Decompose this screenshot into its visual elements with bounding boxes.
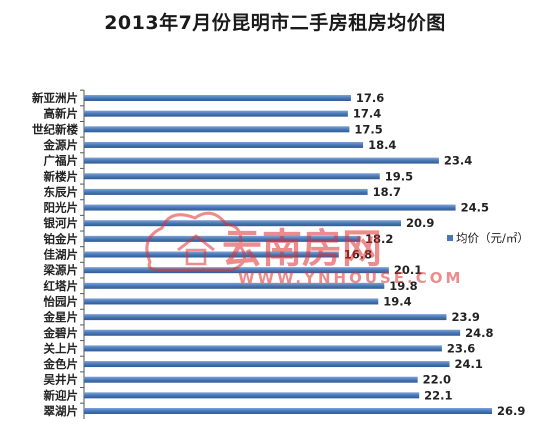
bar — [84, 329, 461, 336]
bar — [84, 220, 401, 227]
bar — [84, 251, 339, 258]
bar — [84, 267, 389, 274]
bar — [84, 95, 351, 101]
bar — [84, 173, 380, 180]
bar — [84, 392, 420, 399]
bar — [84, 376, 418, 383]
data-label: 24.5 — [461, 201, 489, 215]
house-icon — [145, 211, 246, 272]
data-label: 23.4 — [444, 154, 472, 168]
category-label: 高新片 — [44, 107, 79, 121]
data-label: 20.9 — [406, 216, 434, 230]
category-label: 新迎片 — [44, 388, 79, 402]
data-label: 19.8 — [389, 279, 417, 293]
legend-label: 均价（元/㎡） — [456, 231, 529, 245]
bar — [84, 110, 348, 117]
bar — [84, 126, 350, 133]
watermark-url-text: WWW.YNHOUSE.COM — [238, 269, 463, 287]
data-label: 18.2 — [365, 232, 393, 246]
category-label: 广福片 — [44, 154, 79, 168]
bar — [84, 204, 456, 211]
category-label: 东辰片 — [44, 185, 79, 199]
bar — [84, 298, 379, 305]
category-label: 关上片 — [44, 341, 79, 355]
data-label: 16.8 — [344, 248, 372, 262]
bar — [84, 188, 368, 195]
watermark-logo: 云南房网 WWW.YNHOUSE.COM — [145, 211, 463, 287]
data-label: 23.6 — [447, 341, 475, 355]
legend-swatch — [447, 235, 453, 241]
category-label: 梁源片 — [43, 263, 79, 277]
data-label: 24.1 — [455, 357, 483, 371]
bar — [84, 282, 385, 289]
category-label: 怡园片 — [44, 294, 79, 308]
category-label: 金星片 — [43, 310, 79, 324]
data-label: 17.5 — [354, 122, 382, 136]
data-label: 18.4 — [368, 138, 396, 152]
data-label: 22.0 — [423, 373, 451, 387]
data-label: 18.7 — [373, 185, 401, 199]
category-label: 佳湖片 — [44, 248, 79, 262]
data-label: 19.4 — [383, 294, 411, 308]
category-label: 阳光片 — [44, 201, 79, 215]
data-label: 17.4 — [353, 107, 381, 121]
category-label: 金源片 — [43, 138, 79, 152]
bar — [84, 408, 492, 414]
watermark-logo-text: 云南房网 — [222, 226, 382, 272]
bar — [84, 361, 450, 368]
bar — [84, 345, 442, 352]
category-label: 翠湖片 — [44, 404, 79, 418]
legend: 均价（元/㎡） — [447, 231, 529, 245]
bar — [84, 141, 364, 148]
data-label: 20.1 — [394, 263, 422, 277]
data-label: 17.6 — [356, 91, 384, 105]
category-label: 吴井片 — [44, 373, 79, 387]
data-label: 22.1 — [424, 388, 452, 402]
bars-layer: 新亚洲片 17.6 高新片 17.4 世纪新楼 17.5 金源片 18.4 广福片 23.4 新楼片… — [32, 89, 525, 419]
chart-title: 2013年7月份昆明市二手房租房均价图 — [104, 12, 446, 34]
bar — [84, 314, 447, 321]
bar — [84, 235, 361, 242]
data-label: 23.9 — [451, 310, 479, 324]
data-label: 19.5 — [385, 169, 413, 183]
bar — [84, 157, 439, 164]
data-label: 24.8 — [465, 326, 493, 340]
category-label: 世纪新楼 — [32, 122, 78, 136]
category-label: 红塔片 — [44, 279, 79, 293]
category-label: 金色片 — [43, 357, 79, 371]
category-label: 金碧片 — [43, 326, 79, 340]
category-label: 铂金片 — [44, 232, 79, 246]
category-label: 新亚洲片 — [32, 91, 78, 105]
category-label: 新楼片 — [44, 169, 79, 183]
data-label: 26.9 — [497, 404, 525, 418]
category-label: 银河片 — [44, 216, 79, 230]
